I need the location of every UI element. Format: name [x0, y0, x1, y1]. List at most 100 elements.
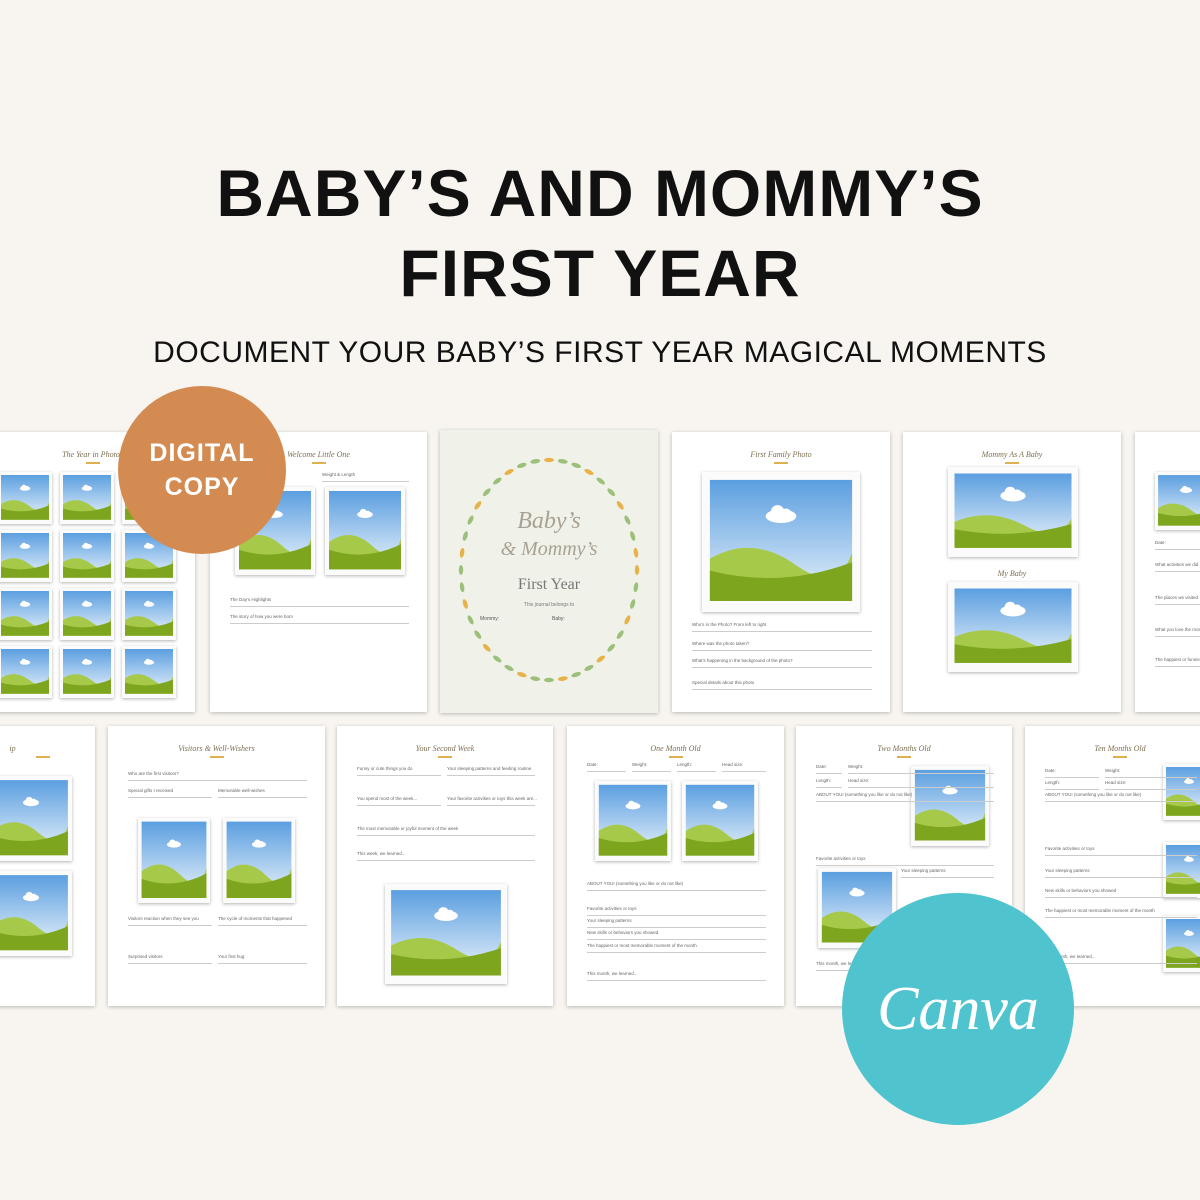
field-label: Memorable well-wishes: [218, 788, 265, 793]
hill: [598, 832, 668, 856]
hill: [1166, 803, 1200, 816]
field-line: [587, 927, 766, 928]
ornament: [897, 756, 911, 758]
photo-placeholder: [0, 871, 72, 956]
cloud: [438, 907, 449, 918]
leaf: [616, 501, 624, 510]
field-line: [587, 771, 626, 772]
hill: [954, 524, 1072, 548]
field-line: [677, 771, 716, 772]
hill: [0, 926, 68, 951]
field-line: [632, 771, 671, 772]
field-label: This month, we learned...: [587, 971, 638, 976]
ornament: [1113, 756, 1127, 758]
field-label: The happiest or funniest: [1155, 657, 1200, 662]
cloud: [851, 887, 859, 895]
cloud: [1004, 486, 1016, 498]
field-line: [692, 689, 872, 690]
leaf: [624, 515, 631, 525]
ornament: [209, 756, 224, 758]
field-label: Length:: [816, 778, 832, 783]
field-label: Weight:: [1105, 768, 1121, 773]
leaf: [493, 655, 502, 663]
hill: [391, 948, 501, 976]
cloud: [87, 485, 91, 490]
cloud: [83, 658, 89, 664]
field-label: The Day’s Highlights: [230, 597, 272, 602]
cover-field: Baby:: [552, 616, 565, 622]
hill: [1166, 955, 1200, 968]
cloud: [25, 601, 29, 606]
field-line: [587, 915, 766, 916]
cloud: [365, 510, 371, 516]
leaf: [517, 462, 527, 468]
photo-placeholder: [0, 530, 52, 582]
field-line: [230, 606, 409, 607]
cover-script: & Mommy’s: [500, 538, 598, 560]
leaf: [544, 457, 554, 463]
leaf: [474, 501, 482, 510]
leaf: [596, 477, 605, 485]
field-line: [816, 865, 994, 866]
cloud: [259, 841, 264, 846]
planner-page: Mommy As A Baby My Baby: [903, 432, 1121, 712]
field-line: [1045, 877, 1197, 878]
canva-badge: Canva: [842, 893, 1074, 1125]
digital-copy-badge: DIGITAL COPY: [118, 386, 286, 554]
ornament: [438, 756, 452, 758]
cloud: [174, 841, 179, 846]
cloud: [145, 542, 151, 548]
cloud: [628, 800, 635, 808]
cloud: [21, 600, 27, 606]
cloud: [83, 484, 89, 490]
cloud: [359, 508, 367, 516]
field-line: [128, 963, 212, 964]
field-label: Date:: [1045, 768, 1056, 773]
planner-page: Welcome Little One Weight & Length The Day…: [210, 432, 427, 712]
leaf: [530, 459, 541, 464]
leaf: [584, 468, 594, 475]
field-label: Date:: [1155, 540, 1166, 545]
cloud: [1189, 857, 1193, 861]
field-label: Length:: [677, 762, 693, 767]
planner-page: Your Second Week Funny or cute things you…: [337, 726, 553, 1006]
field-label: Visitors reaction when they see you: [128, 916, 199, 921]
photo-placeholder: [1163, 764, 1200, 820]
field-label: This month, we learned...: [816, 961, 867, 966]
field-line: [357, 860, 535, 861]
leaf: [633, 582, 639, 593]
field-line: [1045, 963, 1197, 964]
field-label: Weight:: [632, 762, 648, 767]
headline: BABY’S AND MOMMY’S: [216, 156, 984, 230]
photo-placeholder: [0, 646, 52, 698]
field-line: [1045, 897, 1197, 898]
cloud: [145, 658, 151, 664]
field-line: [901, 877, 994, 878]
leaf: [530, 676, 541, 681]
cloud: [21, 542, 27, 548]
cloud: [83, 600, 89, 606]
leaf: [517, 672, 527, 678]
photo-placeholder: [60, 472, 114, 524]
planner-page: ip: [0, 726, 95, 1006]
field-line: [816, 773, 842, 774]
field-line: [587, 980, 766, 981]
planner-page: Visitors & Well-Wishers Who are the first…: [108, 726, 325, 1006]
field-label: This month, we learned...: [1045, 954, 1096, 959]
hill: [914, 817, 986, 841]
field-line: [128, 797, 212, 798]
field-line: [357, 835, 535, 836]
cover-page: Baby’s & Mommy’s First Year This journal be…: [440, 430, 658, 713]
badge-text: COPY: [164, 473, 240, 501]
field-line: [1105, 777, 1197, 778]
photo-placeholder: [385, 884, 507, 984]
field-label: Who are the first visitors?: [128, 771, 179, 776]
field-label: Special gifts I received: [128, 788, 174, 793]
photo-placeholder: [60, 646, 114, 698]
planner-page: Date: What activities we did The places we…: [1135, 432, 1200, 712]
field-line: [692, 650, 872, 651]
cloud: [275, 510, 281, 516]
leaf: [459, 547, 465, 558]
hill: [1, 505, 49, 520]
